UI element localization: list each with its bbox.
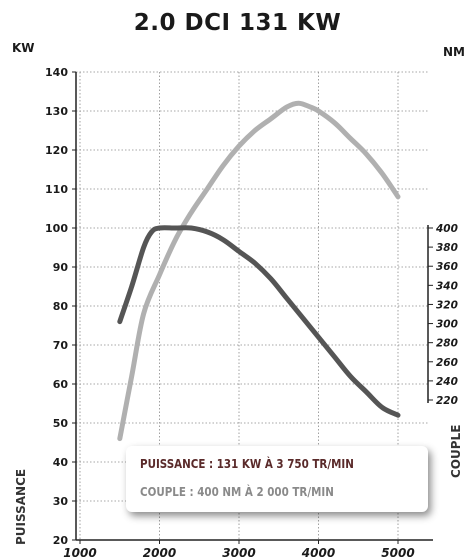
left-tick-label-50: 50 [53,417,69,430]
right-tick-label-380: 380 [436,242,458,254]
series-line-couple [117,100,401,442]
legend-torque-text: COUPLE : 400 NM À 2 000 TR/MIN [140,485,334,499]
right-tick-label-260: 260 [436,357,458,369]
right-tick-label-320: 320 [436,299,458,311]
right-axis-label: COUPLE [449,424,463,478]
left-tick-label-80: 80 [53,300,69,313]
left-tick-label-120: 120 [45,144,68,157]
right-axis-unit: NM [443,45,465,59]
left-tick-label-30: 30 [53,495,69,508]
right-tick-label-340: 340 [436,280,458,292]
left-tick-label-70: 70 [53,339,69,352]
x-tick-label-5000: 5000 [381,546,414,560]
left-axis-unit: KW [12,41,35,55]
left-tick-label-140: 140 [45,66,68,79]
left-tick-label-130: 130 [45,105,68,118]
right-tick-label-240: 240 [436,376,458,388]
left-tick-label-40: 40 [53,456,69,469]
series-line-puissance [117,225,401,418]
x-tick-label-1000: 1000 [63,546,96,560]
x-tick-label-3000: 3000 [222,546,255,560]
left-axis-label: PUISSANCE [14,468,28,545]
left-tick-label-60: 60 [53,378,69,391]
left-tick-label-90: 90 [53,261,69,274]
left-tick-label-100: 100 [45,222,68,235]
x-tick-label-2000: 2000 [143,546,176,560]
right-tick-label-220: 220 [436,395,458,407]
legend-power-text: PUISSANCE : 131 KW À 3 750 TR/MIN [140,457,354,471]
left-tick-label-20: 20 [53,534,69,547]
chart-title: 2.0 DCI 131 KW [133,10,342,36]
right-tick-label-360: 360 [436,261,458,273]
x-tick-label-4000: 4000 [301,546,335,560]
right-tick-label-400: 400 [435,223,458,235]
legend-box: PUISSANCE : 131 KW À 3 750 TR/MIN COUPLE… [126,446,428,512]
left-tick-label-110: 110 [45,183,68,196]
right-tick-label-280: 280 [436,338,458,350]
right-tick-label-300: 300 [436,319,458,331]
